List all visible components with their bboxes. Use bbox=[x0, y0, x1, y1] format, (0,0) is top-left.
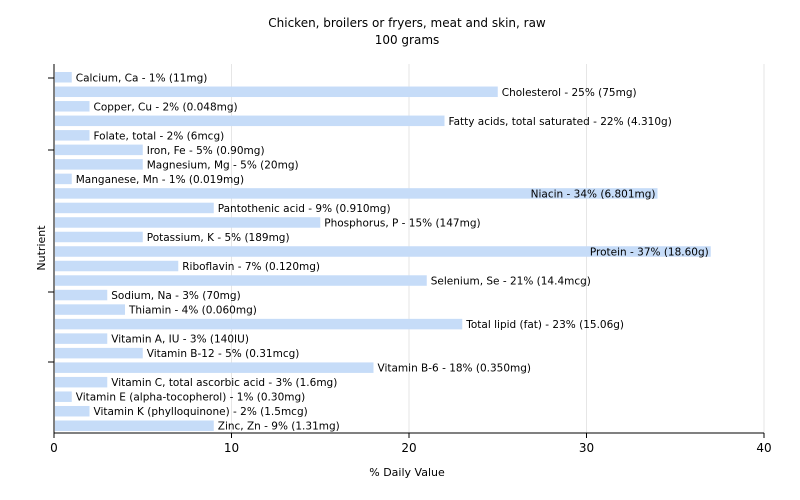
bar bbox=[55, 289, 108, 301]
bar-label: Niacin - 34% (6.801mg) bbox=[531, 188, 656, 200]
bar bbox=[55, 159, 143, 170]
bar bbox=[55, 318, 463, 330]
bar-label: Iron, Fe - 5% (0.90mg) bbox=[147, 145, 265, 157]
x-axis-label: % Daily Value bbox=[369, 466, 445, 479]
bar bbox=[55, 173, 72, 185]
bar-label: Manganese, Mn - 1% (0.019mg) bbox=[76, 174, 244, 186]
bar-label: Potassium, K - 5% (189mg) bbox=[147, 232, 290, 244]
bars: Calcium, Ca - 1% (11mg) Cholesterol - 25%… bbox=[55, 72, 711, 433]
bar bbox=[55, 333, 108, 344]
bar-label: Protein - 37% (18.60g) bbox=[590, 247, 709, 259]
bar bbox=[55, 391, 72, 402]
bar bbox=[55, 86, 498, 98]
bar bbox=[55, 144, 143, 156]
bar bbox=[55, 72, 72, 83]
bar bbox=[55, 304, 125, 315]
bar bbox=[55, 405, 90, 417]
bar bbox=[55, 376, 108, 388]
x-tick-label: 10 bbox=[224, 441, 239, 455]
bar bbox=[55, 275, 427, 286]
bar bbox=[55, 347, 143, 359]
bar-label: Thiamin - 4% (0.060mg) bbox=[128, 305, 257, 317]
bar bbox=[55, 101, 90, 112]
bar bbox=[55, 246, 711, 257]
bar-label: Selenium, Se - 21% (14.4mcg) bbox=[431, 276, 591, 288]
bar-label: Vitamin E (alpha-tocopherol) - 1% (0.30m… bbox=[76, 392, 306, 404]
bar-label: Magnesium, Mg - 5% (20mg) bbox=[147, 159, 299, 171]
x-tick-label: 30 bbox=[579, 441, 594, 455]
bar-label: Folate, total - 2% (6mcg) bbox=[94, 130, 225, 142]
x-tick-label: 20 bbox=[401, 441, 416, 455]
bar-label: Vitamin K (phylloquinone) - 2% (1.5mcg) bbox=[94, 406, 308, 418]
bar-label: Copper, Cu - 2% (0.048mg) bbox=[94, 101, 238, 113]
bar bbox=[55, 420, 214, 431]
bar-label: Fatty acids, total saturated - 22% (4.31… bbox=[449, 116, 672, 128]
bar-label: Riboflavin - 7% (0.120mg) bbox=[182, 261, 320, 273]
bar-label: Sodium, Na - 3% (70mg) bbox=[111, 290, 240, 302]
bar-label: Phosphorus, P - 15% (147mg) bbox=[324, 217, 480, 229]
bar-label: Vitamin C, total ascorbic acid - 3% (1.6… bbox=[111, 377, 337, 389]
y-axis-label: Nutrient bbox=[35, 225, 48, 271]
bar bbox=[55, 188, 658, 199]
bar bbox=[55, 260, 179, 272]
bar-label: Vitamin B-6 - 18% (0.350mg) bbox=[378, 363, 532, 375]
bar-label: Pantothenic acid - 9% (0.910mg) bbox=[218, 203, 391, 215]
chart-title: Chicken, broilers or fryers, meat and sk… bbox=[268, 16, 546, 30]
bar-label: Vitamin B-12 - 5% (0.31mcg) bbox=[147, 348, 300, 360]
bar bbox=[55, 115, 445, 127]
bar-label: Calcium, Ca - 1% (11mg) bbox=[76, 72, 208, 84]
axes: 0 10 20 30 40 bbox=[48, 64, 772, 455]
x-tick-label: 40 bbox=[756, 441, 771, 455]
bar bbox=[55, 362, 374, 373]
bar-label: Cholesterol - 25% (75mg) bbox=[502, 87, 637, 99]
x-tick-label: 0 bbox=[50, 441, 58, 455]
bar-label: Zinc, Zn - 9% (1.31mg) bbox=[218, 421, 340, 433]
bar bbox=[55, 231, 143, 243]
bar-label: Vitamin A, IU - 3% (140IU) bbox=[111, 334, 249, 346]
bar bbox=[55, 202, 214, 214]
bar bbox=[55, 130, 90, 141]
bar bbox=[55, 217, 321, 228]
chart-subtitle: 100 grams bbox=[375, 33, 440, 47]
bar-label: Total lipid (fat) - 23% (15.06g) bbox=[465, 319, 624, 331]
